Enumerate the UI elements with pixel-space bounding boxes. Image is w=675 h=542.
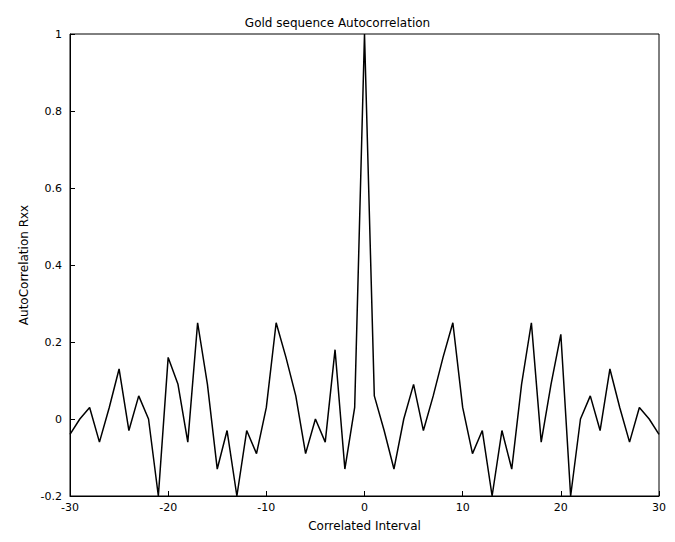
svg-text:-20: -20 — [159, 501, 177, 514]
svg-text:0.8: 0.8 — [45, 105, 63, 118]
svg-text:-0.2: -0.2 — [41, 490, 62, 503]
svg-text:Gold sequence Autocorrelation: Gold sequence Autocorrelation — [245, 16, 430, 30]
svg-text:1: 1 — [55, 28, 62, 41]
svg-text:0.2: 0.2 — [45, 336, 63, 349]
svg-text:30: 30 — [652, 501, 666, 514]
svg-text:-30: -30 — [61, 501, 79, 514]
svg-text:0: 0 — [361, 501, 368, 514]
svg-text:10: 10 — [456, 501, 470, 514]
svg-text:-10: -10 — [257, 501, 275, 514]
svg-text:AutoCorrelation Rxx: AutoCorrelation Rxx — [17, 205, 31, 325]
svg-text:0.6: 0.6 — [45, 182, 63, 195]
svg-text:0: 0 — [55, 413, 62, 426]
svg-text:Correlated Interval: Correlated Interval — [308, 519, 421, 533]
svg-text:20: 20 — [554, 501, 568, 514]
svg-text:0.4: 0.4 — [45, 259, 63, 272]
